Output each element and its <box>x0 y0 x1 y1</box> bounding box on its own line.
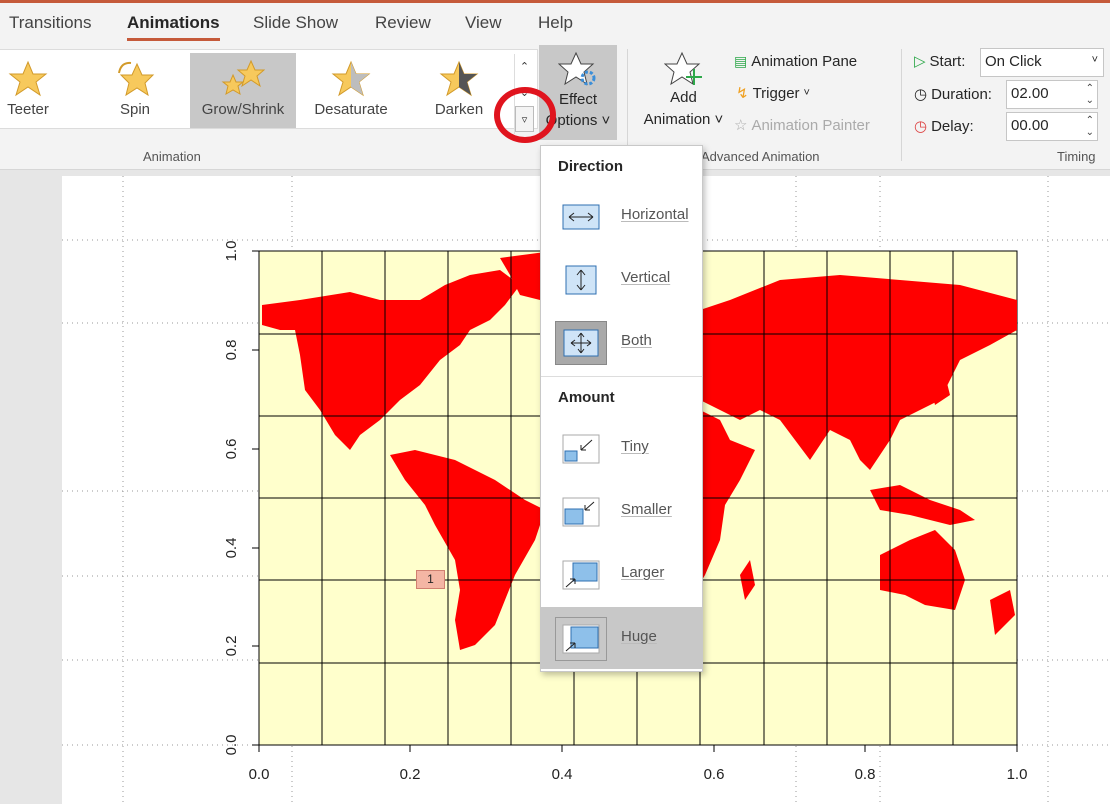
tab-animations[interactable]: Animations <box>127 13 220 41</box>
tab-review[interactable]: Review <box>375 13 431 32</box>
tiny-size-icon <box>562 434 600 464</box>
both-arrows-icon <box>563 329 599 357</box>
grow-shrink-star-icon <box>221 59 265 96</box>
clock-icon: ◷ <box>914 86 928 103</box>
gallery-item-label: Darken <box>434 101 484 118</box>
teeter-star-icon <box>8 60 48 97</box>
x-tick-label: 1.0 <box>1007 766 1028 783</box>
trigger-button[interactable]: ↯ Trigger ˅ <box>736 84 810 103</box>
spin-star-icon <box>118 61 155 97</box>
x-tick-label: 0.2 <box>400 766 421 783</box>
animation-painter-label: Animation Painter <box>751 116 870 134</box>
effect-options-label: Effect <box>558 91 598 108</box>
axis-ticks <box>252 250 1018 752</box>
effect-options-label-2: Options ˅ <box>545 112 611 129</box>
menu-item-tiny[interactable]: Tiny <box>541 417 702 479</box>
gallery-item-label: Grow/Shrink <box>201 101 285 118</box>
y-tick-label: 0.4 <box>223 538 240 559</box>
gallery-item-label: Desaturate <box>314 101 388 118</box>
larger-size-icon <box>562 560 600 590</box>
menu-item-both[interactable]: Both <box>541 311 702 373</box>
chevron-down-icon: ˅ <box>1091 54 1098 66</box>
animation-pane-button[interactable]: ▤ Animation Pane <box>734 53 857 70</box>
animation-painter-button[interactable]: ☆ Animation Painter <box>734 116 870 135</box>
scroll-up-button[interactable]: ⌃ <box>519 61 530 73</box>
animation-gallery: Teeter Spin Grow/Shrink Desaturate Darke… <box>0 49 538 134</box>
amount-header: Amount <box>558 389 615 406</box>
add-star-icon <box>663 51 702 86</box>
new-zealand <box>990 590 1015 635</box>
delay-input[interactable]: 00.00 ⌃ ⌄ <box>1006 112 1098 141</box>
horizontal-arrows-icon <box>562 204 600 230</box>
start-label: ▷ Start: <box>914 52 966 71</box>
star-gear-icon <box>558 51 596 86</box>
highlight-circle <box>494 87 556 143</box>
menu-item-vertical[interactable]: Vertical <box>541 248 702 310</box>
x-tick-label: 0.4 <box>552 766 573 783</box>
start-dropdown[interactable]: On Click ˅ <box>980 48 1104 77</box>
group-label-animation: Animation <box>143 149 201 164</box>
add-animation-button[interactable]: Add Animation ˅ <box>636 51 731 131</box>
menu-item-horizontal[interactable]: Horizontal <box>541 185 702 247</box>
animation-order-tag[interactable]: 1 <box>416 570 445 589</box>
vertical-arrows-icon <box>565 265 597 295</box>
gallery-item-desaturate[interactable]: Desaturate <box>298 53 404 128</box>
x-tick-label: 0.8 <box>855 766 876 783</box>
add-animation-label: Add <box>670 89 697 106</box>
x-tick-label: 0.6 <box>704 766 725 783</box>
eurasia <box>630 275 1017 470</box>
group-label-timing: Timing <box>1057 149 1096 164</box>
japan <box>930 375 950 405</box>
lightning-icon: ↯ <box>736 85 749 102</box>
duration-input[interactable]: 02.00 ⌃ ⌄ <box>1006 80 1098 109</box>
group-label-advanced-animation: Advanced Animation <box>701 149 820 164</box>
gallery-item-darken[interactable]: Darken <box>406 53 512 128</box>
title-bar-edge <box>0 0 1110 3</box>
duration-spinner[interactable]: ⌃ ⌄ <box>1085 83 1094 106</box>
y-tick-label: 0.0 <box>223 735 240 756</box>
add-animation-label-2: Animation ˅ <box>643 111 724 128</box>
menu-item-smaller[interactable]: Smaller <box>541 480 702 542</box>
tab-help[interactable]: Help <box>538 13 573 32</box>
x-tick-label: 0.0 <box>249 766 270 783</box>
ribbon-tabs: Transitions Animations Slide Show Review… <box>0 3 1110 45</box>
gallery-item-label: Teeter <box>7 101 49 118</box>
direction-header: Direction <box>558 158 624 175</box>
gallery-item-label: Spin <box>119 101 151 118</box>
play-icon: ▷ <box>914 53 926 70</box>
tab-transitions[interactable]: Transitions <box>9 13 92 32</box>
y-tick-label: 0.8 <box>223 340 240 361</box>
tab-view[interactable]: View <box>465 13 502 32</box>
animation-pane-label: Animation Pane <box>751 53 858 70</box>
indonesia <box>870 485 975 525</box>
delay-clock-icon: ◷ <box>914 118 928 135</box>
south-america <box>390 450 545 650</box>
australia <box>880 530 965 610</box>
y-tick-label: 0.6 <box>223 439 240 460</box>
menu-item-huge[interactable]: Huge <box>541 607 702 669</box>
delay-label: ◷ Delay: <box>914 117 974 136</box>
smaller-size-icon <box>562 497 600 527</box>
darken-star-icon <box>439 60 479 97</box>
north-america <box>262 270 520 450</box>
gallery-item-grow-shrink[interactable]: Grow/Shrink <box>190 53 296 128</box>
menu-item-larger[interactable]: Larger <box>541 543 702 605</box>
desaturate-star-icon <box>331 60 371 97</box>
delay-spinner[interactable]: ⌃ ⌄ <box>1085 115 1094 138</box>
duration-label: ◷ Duration: <box>914 85 992 104</box>
trigger-label: Trigger <box>752 84 800 102</box>
painter-icon: ☆ <box>734 117 748 134</box>
y-tick-label: 0.2 <box>223 636 240 657</box>
tab-slide-show[interactable]: Slide Show <box>253 13 339 32</box>
animation-pane-icon: ▤ <box>734 53 748 69</box>
huge-size-icon <box>562 624 600 654</box>
y-tick-label: 1.0 <box>223 241 240 262</box>
effect-options-menu: Direction Horizontal Vertical Both Amoun… <box>540 145 703 672</box>
gallery-item-teeter[interactable]: Teeter <box>0 53 81 128</box>
gallery-item-spin[interactable]: Spin <box>82 53 188 128</box>
